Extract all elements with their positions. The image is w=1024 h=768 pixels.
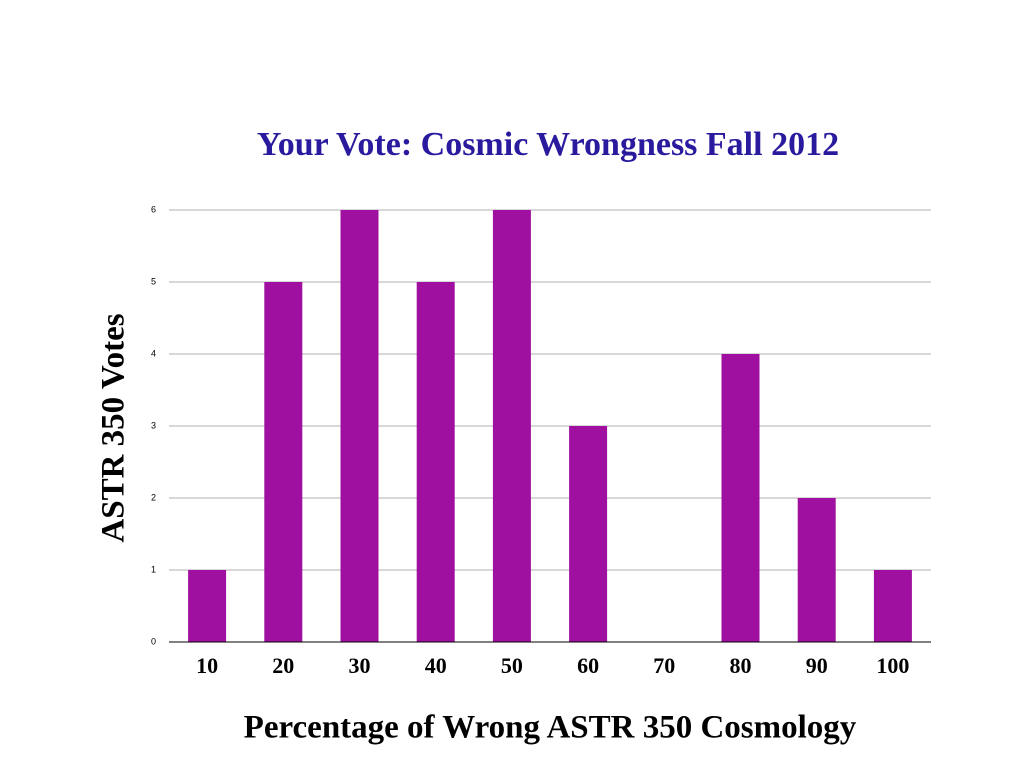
x-tick-label: 10 [196,653,218,678]
bar [188,570,227,642]
bar [416,282,455,642]
y-tick-label: 2 [151,492,156,502]
x-tick-label: 90 [806,653,828,678]
x-tick-label: 100 [876,653,909,678]
bar [340,210,379,642]
x-tick-label: 20 [272,653,294,678]
bar [797,498,836,642]
y-tick-label: 4 [151,348,156,358]
bar [492,210,531,642]
x-tick-label: 70 [653,653,675,678]
x-tick-label: 30 [349,653,371,678]
x-tick-label: 40 [425,653,447,678]
bar [721,354,760,642]
x-tick-label: 50 [501,653,523,678]
x-tick-label: 60 [577,653,599,678]
x-tick-label: 80 [730,653,752,678]
y-tick-label: 6 [151,204,156,214]
y-axis-title: ASTR 350 Votes [96,313,132,542]
y-tick-label: 1 [151,564,156,574]
bar [873,570,912,642]
y-tick-label: 0 [151,636,156,646]
y-tick-label: 5 [151,276,156,286]
bar [569,426,608,642]
x-axis-title: Percentage of Wrong ASTR 350 Cosmology [244,710,857,746]
y-tick-label: 3 [151,420,156,430]
chart-title: Your Vote: Cosmic Wrongness Fall 2012 [257,126,839,163]
bar [264,282,303,642]
